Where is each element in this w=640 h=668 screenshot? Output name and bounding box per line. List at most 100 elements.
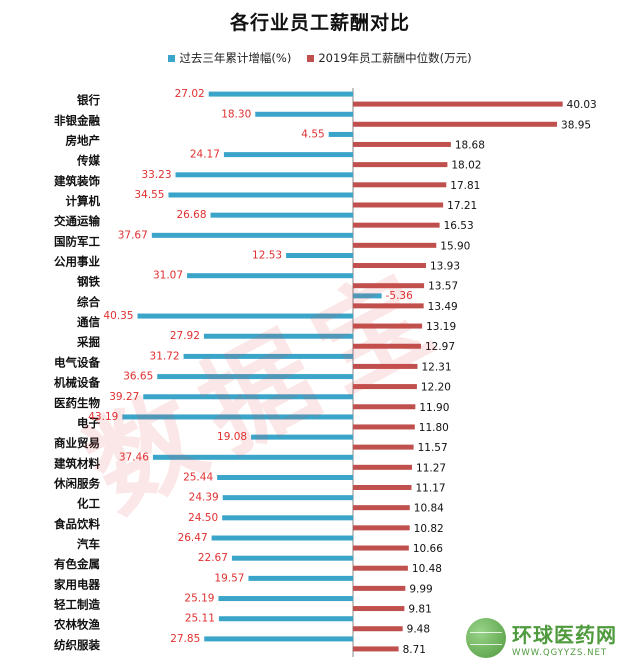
salary-bar bbox=[353, 121, 558, 127]
growth-bar bbox=[208, 91, 353, 97]
category-label: 医药生物 bbox=[54, 396, 100, 410]
salary-value-label: 11.90 bbox=[419, 402, 449, 414]
growth-value-label: 18.30 bbox=[221, 108, 251, 120]
growth-bar bbox=[152, 454, 353, 460]
salary-bar bbox=[353, 363, 418, 369]
category-label: 通信 bbox=[77, 315, 100, 329]
growth-value-label: 34.55 bbox=[134, 189, 164, 201]
category-label: 银行 bbox=[77, 93, 100, 107]
growth-bar bbox=[217, 474, 353, 480]
salary-value-label: 10.84 bbox=[414, 503, 444, 515]
growth-bar bbox=[222, 515, 353, 521]
growth-value-label: 31.07 bbox=[153, 270, 183, 282]
growth-bar bbox=[255, 111, 353, 117]
growth-bar bbox=[211, 535, 353, 541]
salary-bar bbox=[353, 585, 406, 591]
category-label: 非银金融 bbox=[54, 113, 100, 127]
salary-value-label: 18.68 bbox=[455, 139, 485, 151]
category-label: 房地产 bbox=[66, 133, 101, 147]
category-label: 汽车 bbox=[77, 537, 100, 551]
legend-item-growth: 过去三年累计增幅(%) bbox=[168, 50, 291, 66]
growth-value-label: 12.53 bbox=[252, 250, 282, 262]
growth-bar bbox=[151, 232, 353, 238]
growth-bar bbox=[251, 434, 353, 440]
salary-value-label: 12.20 bbox=[421, 382, 451, 394]
growth-bar bbox=[122, 414, 353, 420]
category-label: 国防军工 bbox=[54, 234, 100, 248]
category-label: 建筑材料 bbox=[54, 456, 100, 470]
category-label: 建筑装饰 bbox=[54, 174, 100, 188]
growth-bar bbox=[218, 616, 353, 622]
legend-swatch-salary bbox=[307, 54, 315, 62]
growth-bar bbox=[286, 253, 353, 259]
growth-bar bbox=[231, 555, 353, 561]
category-label: 电气设备 bbox=[54, 355, 100, 369]
growth-value-label: 27.02 bbox=[175, 88, 205, 100]
category-label: 家用电器 bbox=[54, 577, 100, 591]
category-label: 农林牧渔 bbox=[53, 618, 100, 632]
growth-bar bbox=[328, 131, 353, 137]
growth-value-label: 40.35 bbox=[103, 310, 133, 322]
salary-bar bbox=[353, 424, 415, 430]
legend-swatch-growth bbox=[168, 54, 176, 62]
salary-value-label: 13.49 bbox=[428, 301, 458, 313]
growth-value-label: -5.36 bbox=[386, 290, 413, 302]
salary-bar bbox=[353, 545, 409, 551]
growth-bar bbox=[187, 273, 353, 279]
salary-bar bbox=[353, 303, 424, 309]
salary-bar bbox=[353, 263, 426, 269]
growth-value-label: 37.46 bbox=[119, 451, 149, 463]
salary-value-label: 8.71 bbox=[403, 644, 426, 656]
growth-value-label: 22.67 bbox=[198, 552, 228, 564]
salary-value-label: 13.19 bbox=[426, 321, 456, 333]
salary-value-label: 11.80 bbox=[419, 422, 449, 434]
salary-bar bbox=[353, 323, 423, 329]
legend-item-salary: 2019年员工薪酬中位数(万元) bbox=[307, 50, 472, 66]
logo: 环球医药网 WWW.QGYYZS.NET bbox=[466, 612, 636, 664]
legend-label-salary: 2019年员工薪酬中位数(万元) bbox=[318, 51, 472, 65]
growth-bar bbox=[137, 313, 353, 319]
growth-value-label: 27.85 bbox=[170, 633, 200, 645]
salary-value-label: 9.48 bbox=[407, 624, 430, 636]
salary-value-label: 10.66 bbox=[413, 543, 443, 555]
growth-bar bbox=[223, 152, 353, 158]
salary-value-label: 9.81 bbox=[408, 604, 431, 616]
category-label: 化工 bbox=[77, 497, 100, 511]
growth-value-label: 24.39 bbox=[189, 492, 219, 504]
salary-value-label: 10.48 bbox=[412, 563, 442, 575]
salary-value-label: 17.81 bbox=[450, 180, 480, 192]
salary-value-label: 11.17 bbox=[416, 482, 446, 494]
growth-bar bbox=[175, 172, 353, 178]
growth-value-label: 25.19 bbox=[184, 593, 214, 605]
salary-value-label: 38.95 bbox=[561, 119, 591, 131]
salary-value-label: 12.97 bbox=[425, 341, 455, 353]
category-label: 综合 bbox=[77, 295, 100, 309]
logo-url: WWW.QGYYZS.NET bbox=[512, 647, 608, 658]
salary-bar bbox=[353, 606, 405, 612]
salary-bar bbox=[353, 101, 563, 107]
category-label: 轻工制造 bbox=[54, 598, 100, 612]
category-label: 钢铁 bbox=[77, 275, 100, 289]
growth-value-label: 37.67 bbox=[118, 229, 148, 241]
salary-value-label: 9.99 bbox=[409, 583, 432, 595]
category-label: 食品饮料 bbox=[54, 517, 100, 531]
growth-value-label: 24.50 bbox=[188, 512, 218, 524]
logo-name: 环球医药网 bbox=[512, 622, 617, 647]
category-label: 交通运输 bbox=[54, 214, 100, 228]
legend: 过去三年累计增幅(%) 2019年员工薪酬中位数(万元) bbox=[0, 50, 640, 66]
growth-value-label: 19.57 bbox=[214, 572, 244, 584]
salary-bar bbox=[353, 384, 417, 390]
category-label: 电子 bbox=[77, 416, 100, 430]
category-label: 公用事业 bbox=[54, 255, 100, 269]
salary-bar bbox=[353, 646, 399, 652]
growth-value-label: 39.27 bbox=[109, 391, 139, 403]
salary-value-label: 16.53 bbox=[444, 220, 474, 232]
category-label: 纺织服装 bbox=[54, 638, 100, 652]
growth-bar bbox=[203, 333, 353, 339]
salary-value-label: 15.90 bbox=[440, 240, 470, 252]
growth-value-label: 43.19 bbox=[88, 411, 118, 423]
category-label: 采掘 bbox=[76, 335, 100, 349]
salary-bar bbox=[353, 626, 403, 632]
